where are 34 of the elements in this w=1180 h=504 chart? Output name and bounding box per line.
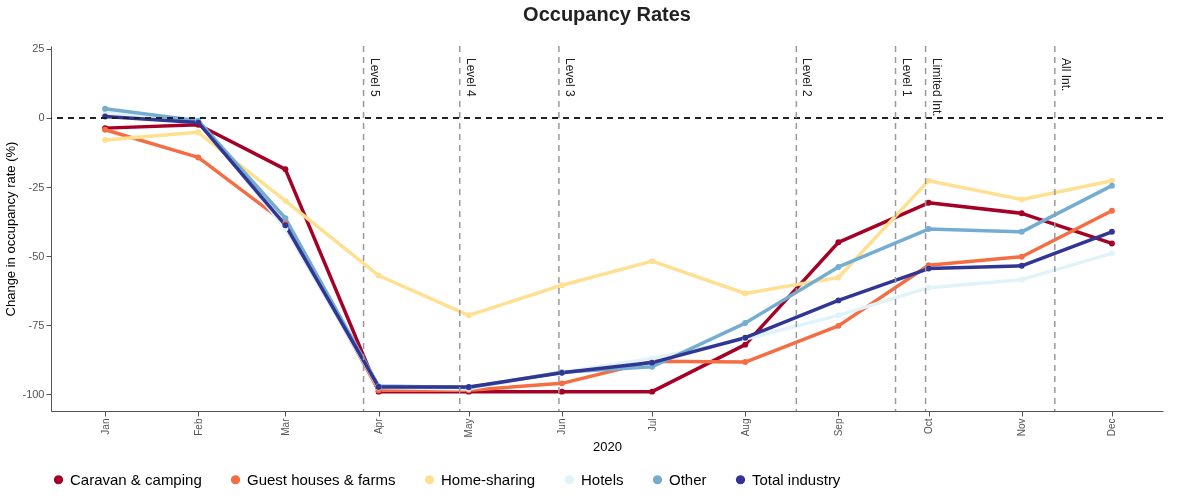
y-tick-label: 25 — [32, 42, 45, 55]
ref-line-label: Level 4 — [463, 58, 478, 98]
x-tick-label: Sep — [832, 418, 844, 437]
x-tick-label: Aug — [739, 418, 751, 437]
legend-label: Home-sharing — [441, 470, 536, 488]
x-tick-label: Dec — [1106, 418, 1118, 437]
x-tick-label: Jun — [556, 418, 568, 435]
y-tick-label: -25 — [28, 180, 45, 193]
legend-label: Hotels — [581, 470, 624, 488]
ref-line-label: All Int. — [1058, 58, 1073, 92]
ref-line-label: Level 1 — [899, 58, 914, 98]
x-tick-label: Feb — [192, 418, 204, 436]
x-axis-title: 2020 — [593, 439, 622, 455]
y-tick-label: -50 — [28, 249, 45, 262]
ref-line-label: Level 3 — [562, 58, 577, 98]
y-tick-label: -75 — [28, 318, 45, 331]
chart-title: Occupancy Rates — [523, 2, 691, 25]
x-tick-label: Nov — [1016, 418, 1028, 437]
ref-line-label: Level 5 — [367, 58, 382, 98]
legend-label: Guest houses & farms — [247, 470, 396, 488]
legend-label: Other — [669, 470, 707, 488]
ref-line-label: Level 2 — [800, 58, 815, 98]
x-tick-label: Jul — [646, 418, 658, 432]
x-tick-label: Apr — [373, 417, 385, 435]
y-axis-title: Change in occupancy rate (%) — [3, 141, 19, 317]
legend-label: Caravan & camping — [70, 470, 202, 488]
x-tick-label: Jan — [99, 418, 111, 435]
x-tick-label: May — [463, 418, 475, 438]
y-tick-label: 0 — [38, 111, 45, 124]
x-tick-label: Oct — [923, 418, 935, 435]
legend-label: Total industry — [752, 470, 841, 488]
x-tick-label: Mar — [279, 417, 291, 436]
ref-line-label: Limited Int. — [929, 58, 944, 117]
y-tick-label: -100 — [22, 387, 45, 400]
